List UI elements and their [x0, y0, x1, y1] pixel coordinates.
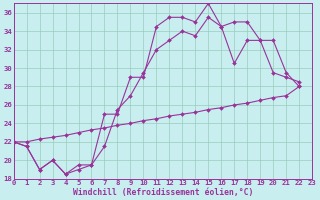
X-axis label: Windchill (Refroidissement éolien,°C): Windchill (Refroidissement éolien,°C): [73, 188, 253, 197]
